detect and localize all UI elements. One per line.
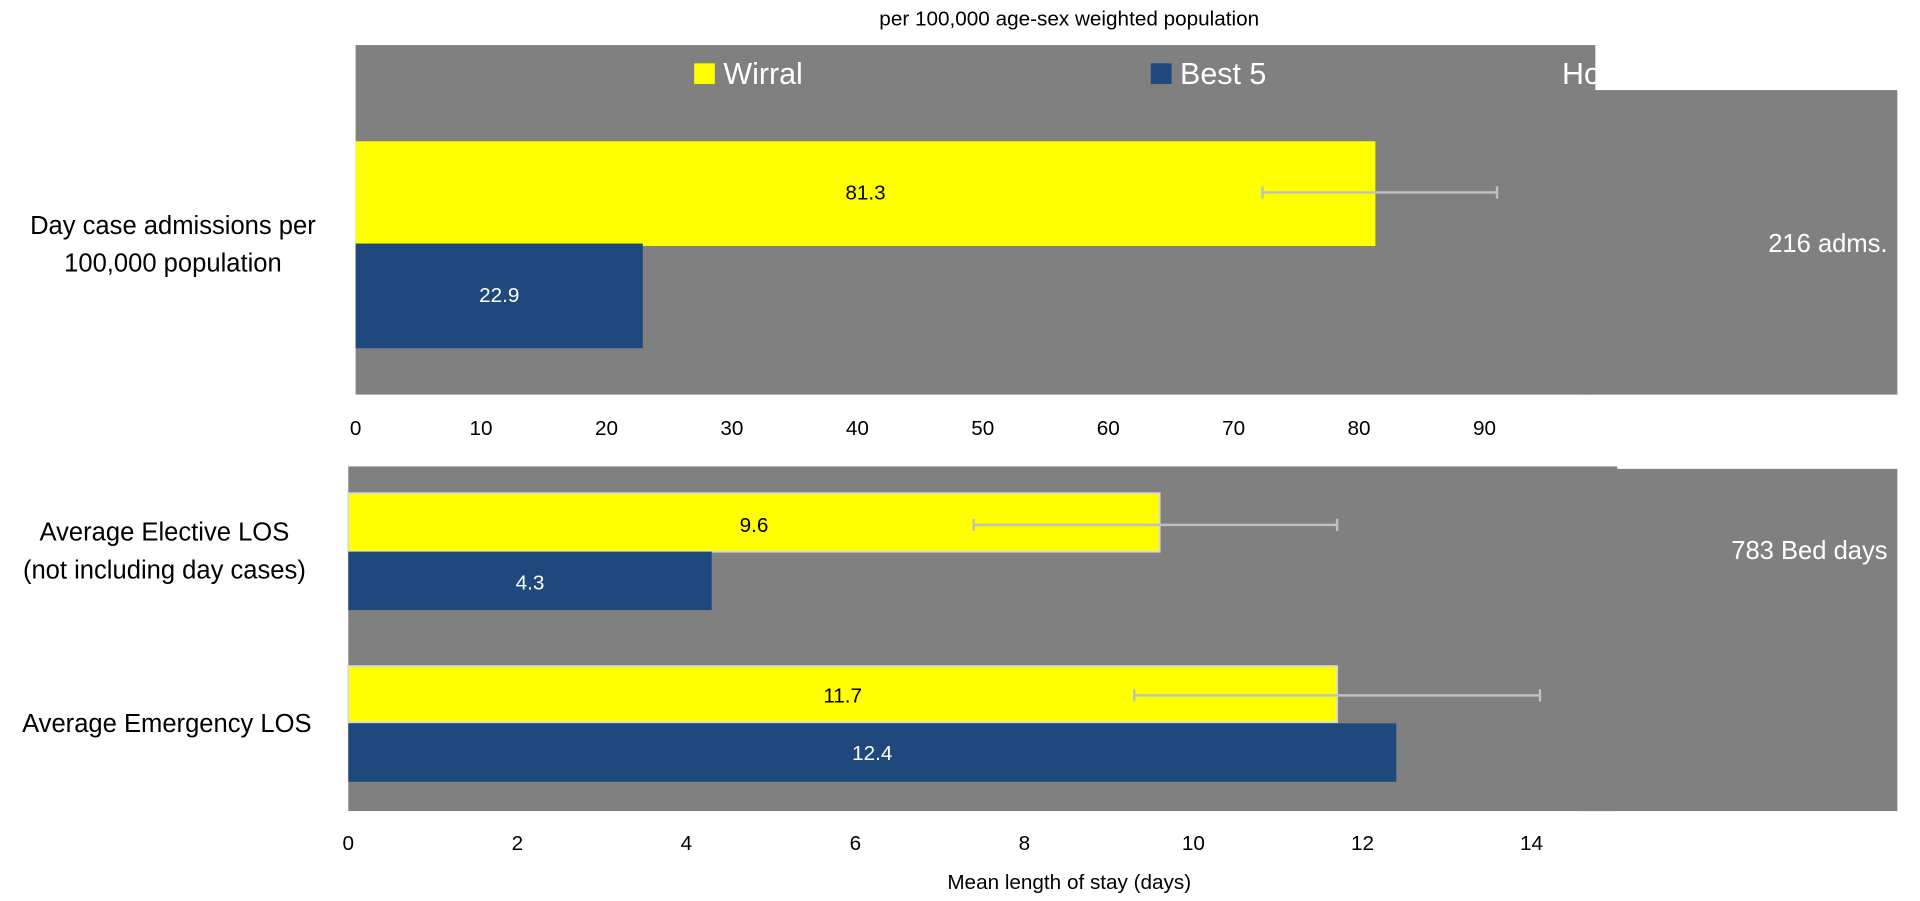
side-title: How different are we? — [1562, 57, 1858, 91]
category-label-day-case: Day case admissions per 100,000 populati… — [0, 207, 346, 283]
data-label-wirral: 9.6 — [740, 514, 769, 537]
chart-subtitle: per 100,000 age-sex weighted population — [879, 7, 1260, 31]
x-tick-label: 30 — [720, 417, 743, 440]
x-tick-label: 8 — [1019, 832, 1031, 855]
category-label-line: Average Elective LOS — [39, 518, 290, 547]
data-label-best5: 22.9 — [479, 284, 519, 307]
category-label-line: Day case admissions per — [30, 211, 316, 240]
x-tick-label: 90 — [1473, 417, 1496, 440]
bar-wirral — [355, 141, 1376, 246]
difference-panel-bottom — [1578, 468, 1898, 812]
legend-swatch-wirral — [694, 63, 715, 85]
legend-label: Best 5 — [1180, 57, 1266, 91]
bar-best5 — [348, 723, 1397, 782]
data-label-best5: 4.3 — [516, 571, 545, 594]
category-label-elective-los: Average Elective LOS (not including day … — [0, 514, 329, 590]
category-label-emergency-los: Average Emergency LOS — [0, 705, 334, 743]
data-label-best5: 12.4 — [852, 742, 892, 765]
bar-best5 — [355, 243, 643, 349]
data-label-wirral: 11.7 — [823, 685, 862, 708]
x-tick-label: 0 — [350, 417, 362, 440]
bar-best5 — [348, 551, 712, 611]
x-tick-label: 0 — [343, 832, 355, 855]
x-tick-label: 14 — [1520, 832, 1543, 855]
x-tick-label: 40 — [846, 417, 869, 440]
x-tick-label: 2 — [512, 832, 524, 855]
x-tick-label: 70 — [1222, 417, 1245, 440]
x-tick-label: 50 — [971, 417, 994, 440]
legend-swatch-best-5 — [1150, 63, 1172, 85]
bar-wirral — [347, 492, 1161, 553]
x-tick-label: 4 — [681, 832, 693, 855]
x-tick-label: 6 — [850, 832, 862, 855]
category-label-line: Average Emergency LOS — [22, 709, 312, 738]
category-label-line: 100,000 population — [64, 249, 282, 278]
difference-value: 783 Bed days — [1731, 537, 1887, 565]
legend-label: Wirral — [723, 57, 802, 91]
difference-value: 216 adms. — [1768, 230, 1887, 258]
x-axis-label: Mean length of stay (days) — [947, 871, 1191, 894]
x-tick-label: 10 — [470, 417, 493, 440]
x-tick-label: 12 — [1351, 832, 1374, 855]
data-label-wirral: 81.3 — [845, 182, 885, 205]
x-tick-label: 10 — [1182, 832, 1205, 855]
x-tick-label: 60 — [1097, 417, 1120, 440]
difference-panel-top — [1578, 90, 1898, 395]
category-label-line: (not including day cases) — [22, 556, 306, 585]
x-tick-label: 20 — [595, 417, 618, 440]
x-tick-label: 80 — [1348, 417, 1371, 440]
